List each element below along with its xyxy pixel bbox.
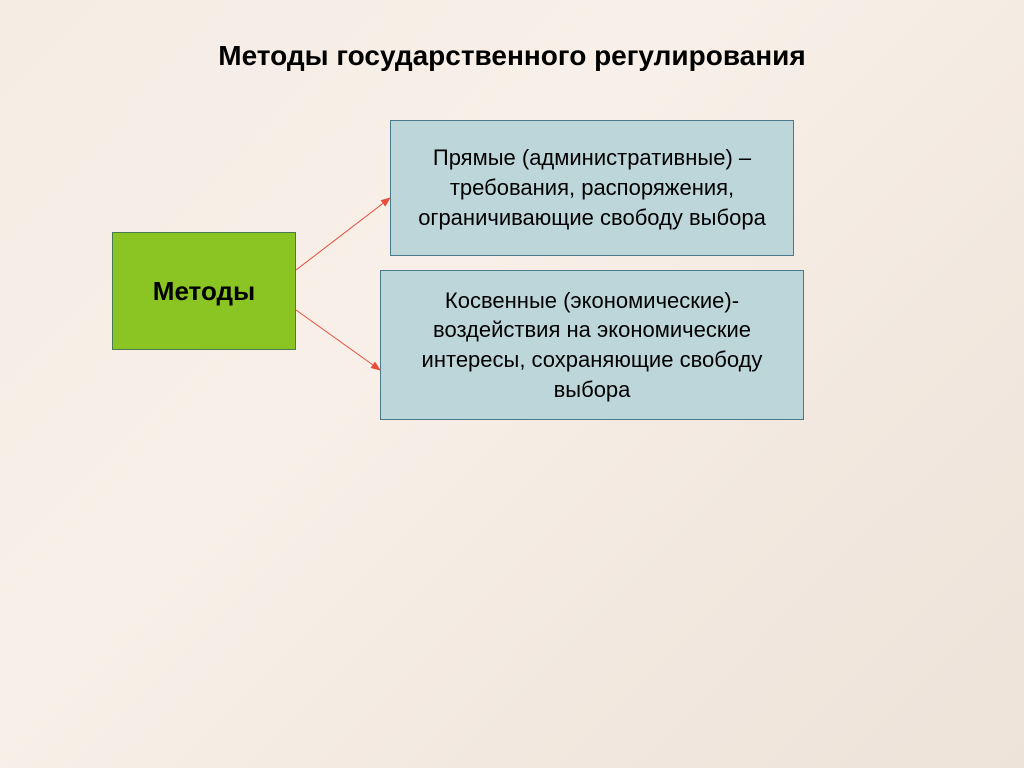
arrow-to-direct <box>296 198 390 270</box>
target-node-direct-label: Прямые (административные) – требования, … <box>406 143 778 232</box>
target-node-indirect-label: Косвенные (экономические)- воздействия н… <box>396 286 788 405</box>
target-node-direct: Прямые (административные) – требования, … <box>390 120 794 256</box>
target-node-indirect: Косвенные (экономические)- воздействия н… <box>380 270 804 420</box>
source-node-methods: Методы <box>112 232 296 350</box>
source-node-label: Методы <box>153 276 255 307</box>
arrow-to-indirect <box>296 310 380 370</box>
page-title: Методы государственного регулирования <box>0 40 1024 72</box>
